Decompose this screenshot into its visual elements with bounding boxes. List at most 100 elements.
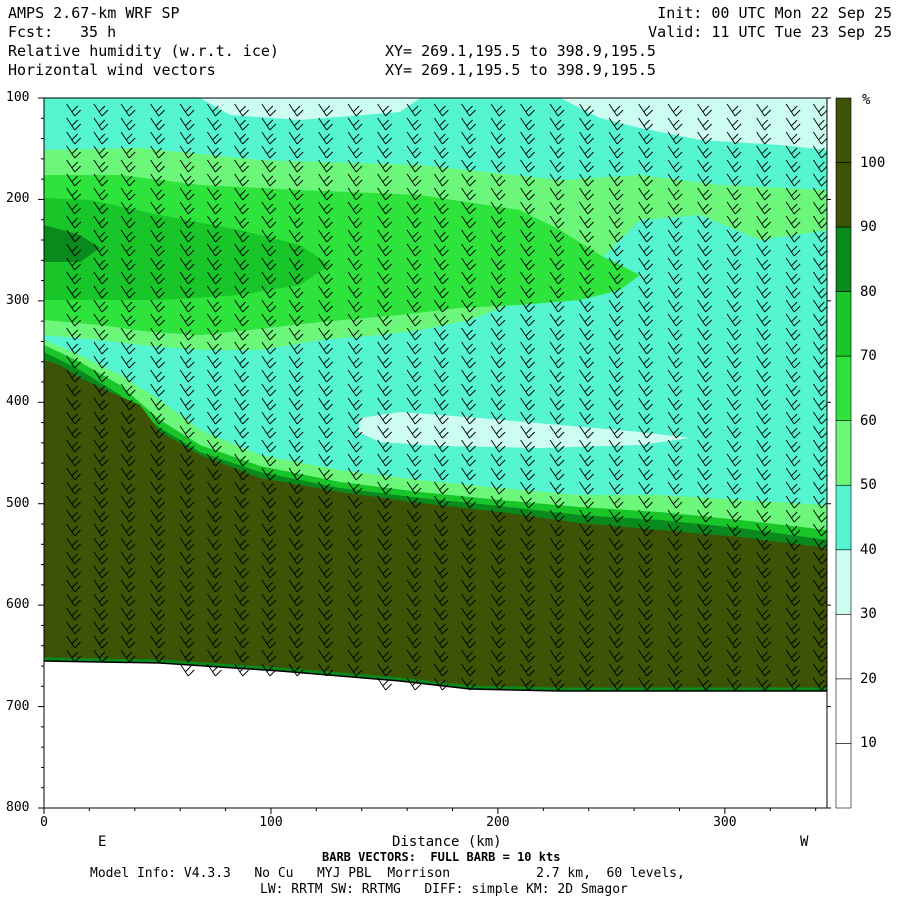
- wind-barb: [667, 103, 683, 117]
- wind-barb: [785, 677, 801, 691]
- wind-barb: [120, 173, 136, 187]
- wind-barb: [377, 677, 392, 691]
- wind-barb: [93, 649, 109, 663]
- wind-barb: [318, 621, 333, 635]
- x-tick-label: 0: [40, 815, 48, 830]
- wind-barb: [347, 439, 363, 453]
- wind-barb: [66, 173, 82, 187]
- wind-barb: [756, 621, 771, 635]
- wind-barb: [93, 131, 109, 145]
- wind-barb: [579, 243, 594, 257]
- wind-barb: [347, 523, 363, 537]
- wind-barb: [579, 341, 594, 355]
- wind-barb: [433, 103, 449, 117]
- wind-barb: [234, 201, 249, 215]
- wind-barb: [756, 313, 771, 327]
- wind-barb: [318, 663, 333, 677]
- wind-barb: [406, 677, 422, 691]
- wind-barb: [288, 145, 304, 159]
- wind-barb: [433, 593, 449, 607]
- wind-barb: [461, 425, 476, 439]
- wind-barb: [288, 551, 304, 565]
- wind-barb: [288, 327, 304, 341]
- colorbar-swatch: [835, 291, 852, 357]
- wind-barb: [377, 257, 392, 271]
- field-name-wind: Horizontal wind vectors: [8, 61, 216, 79]
- wind-barb: [638, 467, 653, 481]
- wind-barb: [549, 481, 565, 495]
- wind-barb: [179, 649, 195, 663]
- wind-barb: [377, 159, 392, 173]
- wind-barb: [150, 579, 165, 593]
- wind-barb: [179, 565, 195, 579]
- wind-barb: [347, 299, 363, 313]
- wind-barb: [608, 383, 624, 397]
- wind-barb: [150, 397, 165, 411]
- wind-barb: [234, 131, 249, 145]
- model-info-line1: Model Info: V4.3.3 No Cu MYJ PBL Morriso…: [90, 866, 685, 881]
- wind-barb: [579, 187, 594, 201]
- wind-barb: [638, 229, 653, 243]
- wind-barb: [520, 187, 535, 201]
- wind-barb: [461, 649, 476, 663]
- wind-barb: [234, 509, 249, 523]
- wind-barb: [377, 579, 392, 593]
- wind-barb: [667, 495, 683, 509]
- wind-barb: [120, 313, 136, 327]
- wind-barb: [406, 313, 422, 327]
- wind-barb: [697, 215, 712, 229]
- wind-barb: [179, 467, 195, 481]
- wind-barb: [207, 159, 222, 173]
- wind-barb: [66, 131, 82, 145]
- wind-barb: [406, 271, 422, 285]
- wind-barb: [150, 341, 165, 355]
- wind-barb: [120, 355, 136, 369]
- rh-band-30-40-topleft: [200, 98, 420, 120]
- wind-barb: [549, 523, 565, 537]
- wind-barb: [726, 439, 742, 453]
- wind-barb: [93, 383, 109, 397]
- wind-barb: [93, 537, 109, 551]
- wind-barb: [638, 649, 653, 663]
- wind-barb: [93, 215, 109, 229]
- wind-barb: [179, 593, 195, 607]
- wind-barb: [756, 229, 771, 243]
- wind-barb: [318, 313, 333, 327]
- wind-barb: [697, 453, 712, 467]
- wind-barb: [813, 607, 827, 621]
- wind-barb: [120, 621, 136, 635]
- wind-barb: [667, 663, 683, 677]
- wind-barb: [461, 131, 476, 145]
- colorbar-unit: %: [862, 92, 871, 108]
- wind-barb: [234, 565, 249, 579]
- wind-barb: [667, 467, 683, 481]
- wind-barb: [179, 579, 195, 593]
- wind-barb: [347, 495, 363, 509]
- wind-barb: [433, 243, 449, 257]
- wind-barb: [288, 411, 304, 425]
- wind-barb: [756, 159, 771, 173]
- wind-barb: [234, 299, 249, 313]
- wind-barb: [433, 411, 449, 425]
- wind-barb: [66, 145, 82, 159]
- wind-barb: [756, 397, 771, 411]
- wind-barb: [785, 397, 801, 411]
- wind-barb: [179, 131, 195, 145]
- wind-barb: [461, 243, 476, 257]
- wind-barb: [813, 215, 827, 229]
- wind-barb: [756, 635, 771, 649]
- wind-barb: [520, 411, 535, 425]
- wind-barb: [756, 495, 771, 509]
- wind-barb: [234, 411, 249, 425]
- wind-barb: [234, 621, 249, 635]
- wind-barb: [697, 271, 712, 285]
- wind-barb: [406, 439, 422, 453]
- wind-barb: [608, 257, 624, 271]
- wind-barb: [406, 495, 422, 509]
- wind-barb: [66, 369, 82, 383]
- wind-barb: [549, 229, 565, 243]
- wind-barb: [785, 327, 801, 341]
- wind-barb: [406, 551, 422, 565]
- wind-barb: [150, 299, 165, 313]
- wind-barb: [813, 537, 827, 551]
